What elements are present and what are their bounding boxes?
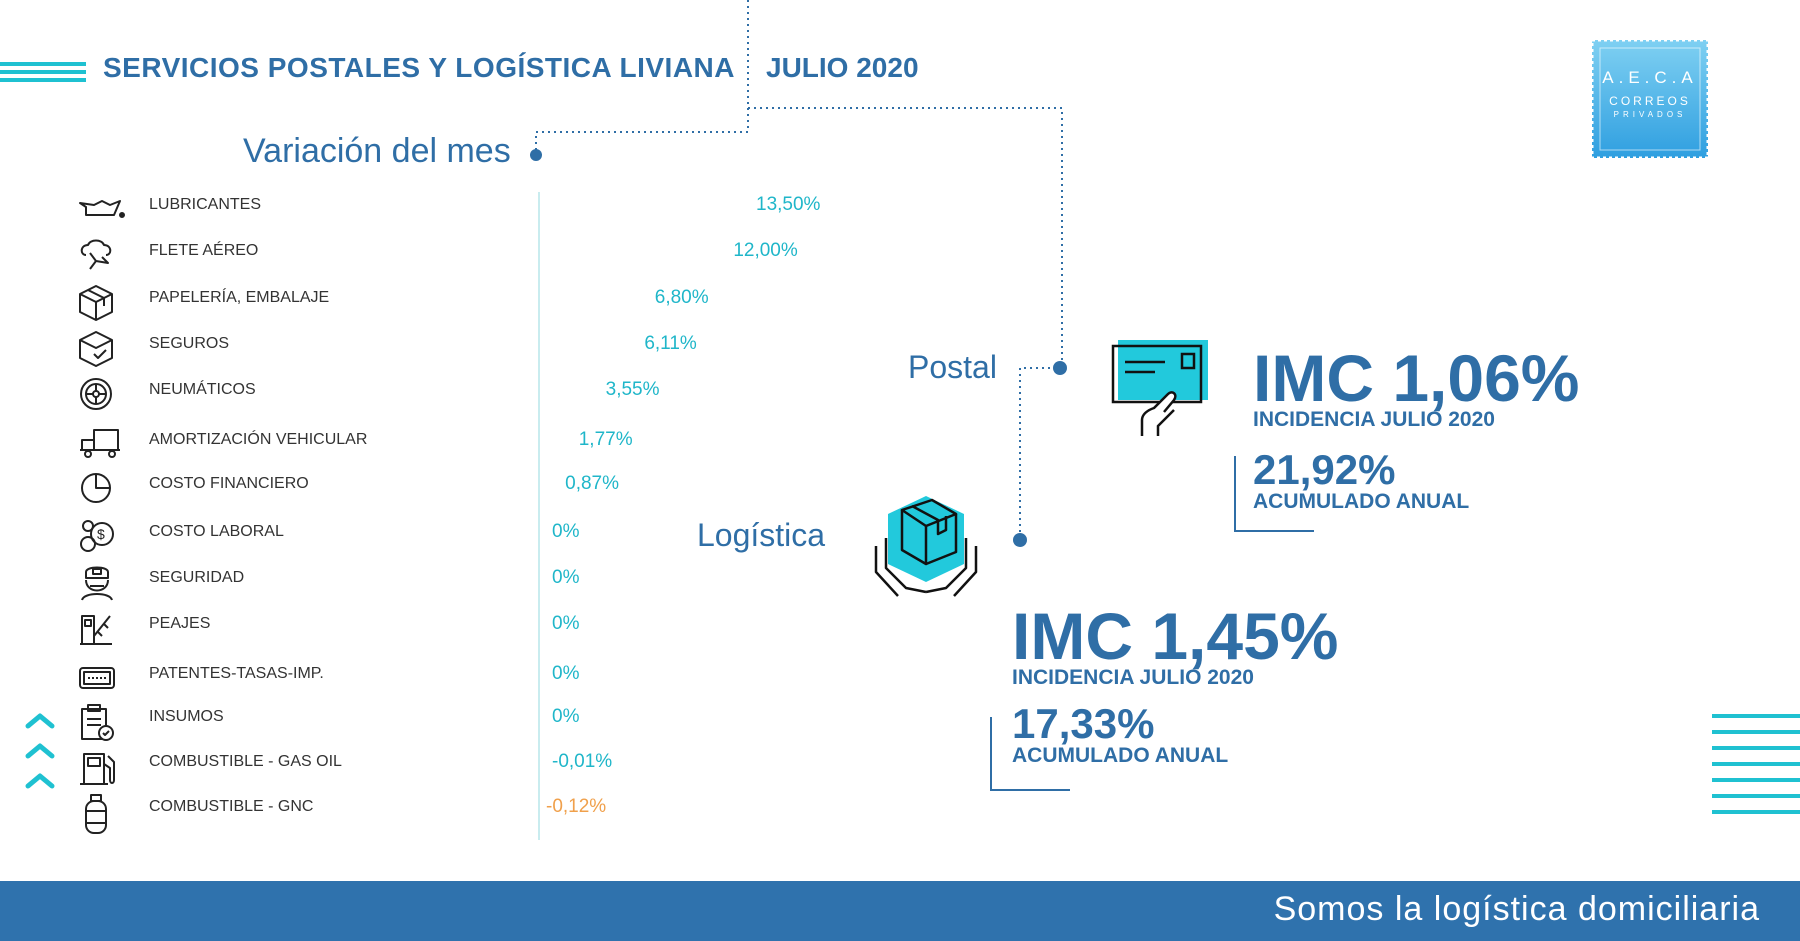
fuel-pump-icon [80,753,115,785]
postal-acumulado-label: ACUMULADO ANUAL [1253,490,1470,513]
page-title: SERVICIOS POSTALES Y LOGÍSTICA LIVIANA [103,52,735,83]
footer-bar: Somos la logística domiciliaria [0,881,1800,941]
tire-icon [80,378,112,410]
logistica-acumulado-label: ACUMULADO ANUAL [1012,744,1229,767]
postal-acumulado-value: 21,92% [1253,446,1396,493]
coins-icon: $ [80,520,114,552]
value-label: 12,00% [733,240,798,261]
logistica-acumulado-bracket [990,717,1070,791]
category-label: COMBUSTIBLE - GNC [149,798,314,815]
value-label: 0% [552,567,580,588]
value-label: 0% [552,663,580,684]
logistica-label: Logística [697,517,826,553]
value-label: 1,77% [578,429,633,450]
page-date: JULIO 2020 [766,52,919,83]
value-label: 6,80% [654,287,709,308]
value-label: 6,11% [644,333,697,354]
chevron-up-icons [25,713,55,789]
postal-imc: IMC 1,06% [1253,341,1580,415]
postal-acumulado-bracket [1234,456,1314,532]
category-label: PEAJES [149,615,211,632]
category-label: COSTO LABORAL [149,523,284,540]
pie-chart-icon [81,473,111,503]
logo-line3: PRIVADOS [1613,110,1687,119]
value-label: 0,87% [565,473,620,494]
category-label: AMORTIZACIÓN VEHICULAR [149,431,368,448]
category-label: SEGUROS [149,335,230,352]
value-label: -0,01% [552,751,613,772]
clipboard-check-icon [81,704,114,741]
category-label: INSUMOS [149,708,224,725]
security-guard-icon [81,566,113,601]
postal-incidencia: INCIDENCIA JULIO 2020 [1253,408,1495,431]
logo-line1: A.E.C.A [1602,68,1698,87]
value-label: 0% [552,521,580,542]
value-label: 0% [552,613,580,634]
logistica-acumulado-value: 17,33% [1012,700,1155,747]
chart-title: Variación del mes [243,132,511,170]
header-stripes [0,62,86,82]
value-label: 13,50% [756,194,821,215]
stamp-icon [1590,38,1710,160]
right-stripes [1712,714,1800,814]
value-label: 3,55% [605,379,660,400]
category-label: PATENTES-TASAS-IMP. [149,665,324,682]
value-label: 0% [552,706,580,727]
oil-can-icon [79,200,125,218]
tax-plate-icon [79,667,115,689]
insured-box-icon [79,331,113,367]
aeca-logo: A.E.C.A CORREOS PRIVADOS [1590,38,1710,160]
category-label: COMBUSTIBLE - GAS OIL [149,753,342,770]
category-label: NEUMÁTICOS [149,381,256,398]
svg-text:$: $ [97,526,105,542]
footer-slogan: Somos la logística domiciliaria [1273,890,1760,928]
category-label: SEGURIDAD [149,569,245,586]
logistica-incidencia: INCIDENCIA JULIO 2020 [1012,666,1254,689]
gas-cylinder-icon [85,794,107,834]
value-label: -0,12% [546,796,607,817]
airplane-cloud-icon [80,239,112,270]
postal-label: Postal [908,349,997,385]
logo-line2: CORREOS [1609,94,1691,108]
envelope-hand-icon [1111,340,1208,436]
category-label: COSTO FINANCIERO [149,475,309,492]
truck-icon [80,429,120,458]
box-hands-icon [874,496,978,597]
category-label: PAPELERÍA, EMBALAJE [149,289,330,306]
category-label: LUBRICANTES [149,196,262,213]
toll-barrier-icon [80,615,112,645]
logistica-imc: IMC 1,45% [1012,599,1339,673]
category-label: FLETE AÉREO [149,242,259,259]
box-icon [79,285,113,321]
